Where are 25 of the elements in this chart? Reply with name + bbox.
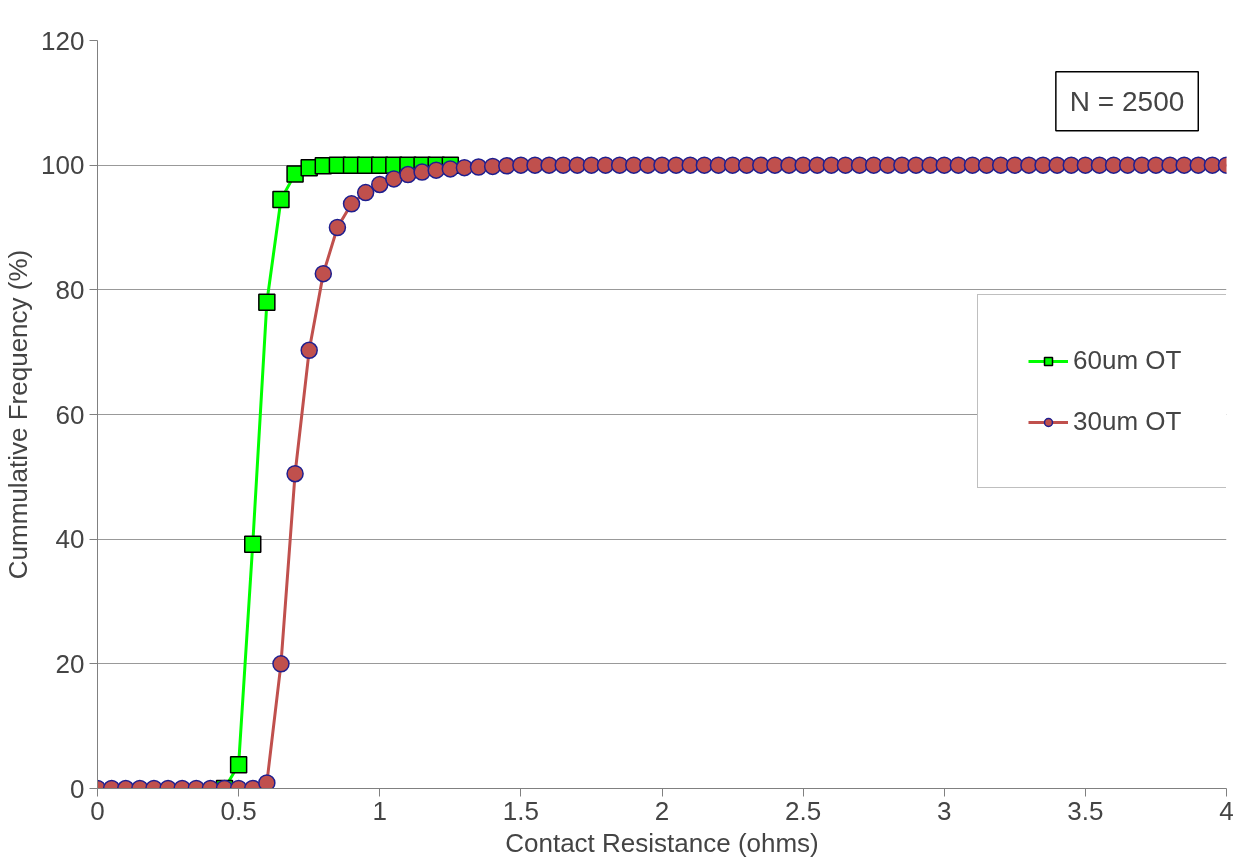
legend-label: 60um OT	[1073, 345, 1182, 376]
x-tick-label: 4	[1219, 795, 1234, 826]
x-axis-title: Contact Resistance (ohms)	[505, 827, 819, 858]
x-tick-label: 0.5	[220, 795, 257, 826]
y-tick-label: 20	[55, 648, 85, 679]
x-tick-label: 1.5	[502, 795, 539, 826]
annotation: N = 2500	[1069, 85, 1185, 117]
y-tick-label: 0	[70, 773, 85, 804]
x-tick-label: 1	[372, 795, 387, 826]
x-tick-label: 0	[90, 795, 105, 826]
point	[229, 756, 248, 774]
x-tick-label: 2	[654, 795, 670, 826]
point	[272, 190, 290, 209]
point	[258, 293, 276, 312]
y-axis-title: Cummulative Frequency (%)	[3, 249, 34, 580]
y-tick-label: 120	[41, 25, 85, 56]
x-tick-label: 2.5	[785, 795, 822, 826]
x-tick-label: 3	[937, 795, 952, 826]
y-tick-label: 40	[55, 524, 85, 555]
legend-label: 30um OT	[1073, 406, 1182, 437]
x-tick-label: 3.5	[1067, 795, 1104, 826]
y-tick-label: 80	[55, 274, 85, 305]
point	[243, 535, 262, 553]
y-tick-label: 60	[55, 399, 85, 430]
y-tick-label: 100	[41, 150, 85, 181]
